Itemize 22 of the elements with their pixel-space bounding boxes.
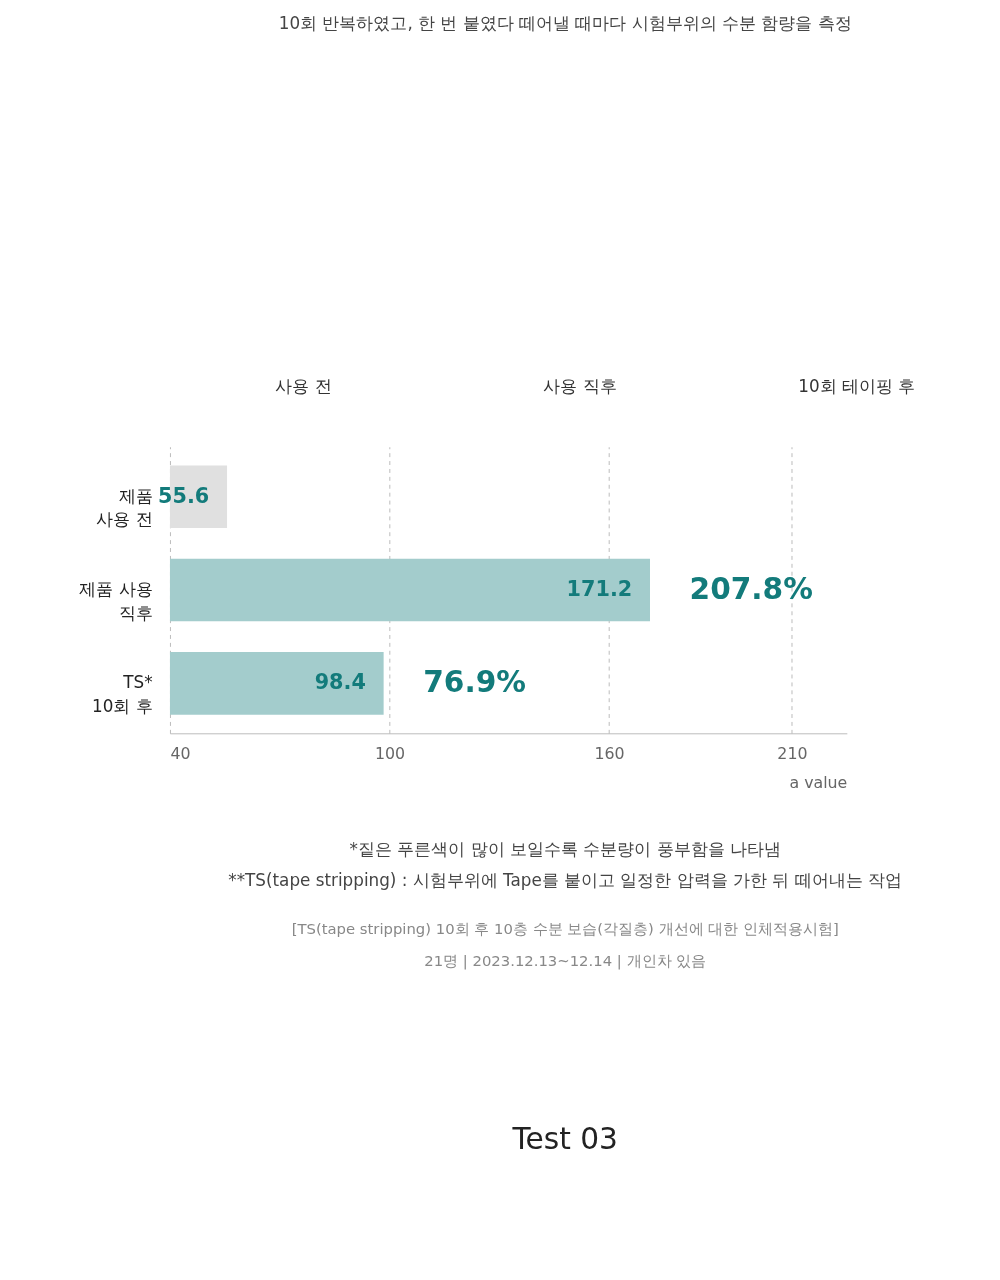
data-label: 98.4 <box>314 670 366 695</box>
y-tick-label: 제품 사용 전 <box>96 485 153 530</box>
chart-subtitle: 10회 반복하였고, 한 번 붙였다 떼어낼 때마다 시험부위의 수분 함량을 측정 <box>278 12 852 33</box>
text: *짙은 푸른색이 많이 보일수록 수분량이 풍부함을 나타냄 <box>349 838 781 859</box>
data-label: 171.2 <box>566 576 633 601</box>
annotation: 76.9% <box>423 664 526 700</box>
x-tick-label: 210 <box>777 743 808 763</box>
x-tick-label: 100 <box>374 743 406 763</box>
x-tick-label: 40 <box>170 743 191 763</box>
text: [TS(tape stripping) 10회 후 10층 수분 보습(각질층) 개선에 대한 인체적용시험] <box>291 919 839 937</box>
x-axis-title: a value <box>789 773 848 793</box>
y-tick-label: TS* 10회 후 <box>91 672 153 717</box>
y-tick-label: 제품 사용 직후 <box>79 578 153 623</box>
text: **TS(tape stripping) : 시험부위에 Tape를 붙이고 일정한 압력을 가한 뒤 떼어내는 작업 <box>228 870 903 891</box>
data-label: 55.6 <box>158 483 210 508</box>
text: Test 03 <box>511 1121 618 1157</box>
text: 10회 테이핑 후 <box>798 376 916 397</box>
annotation: 207.8% <box>689 570 813 606</box>
x-tick-label: 160 <box>594 743 625 763</box>
text: 21명 | 2023.12.13~12.14 | 개인차 있음 <box>424 951 707 970</box>
text: 사용 직후 <box>543 376 617 397</box>
text: 사용 전 <box>275 376 332 397</box>
